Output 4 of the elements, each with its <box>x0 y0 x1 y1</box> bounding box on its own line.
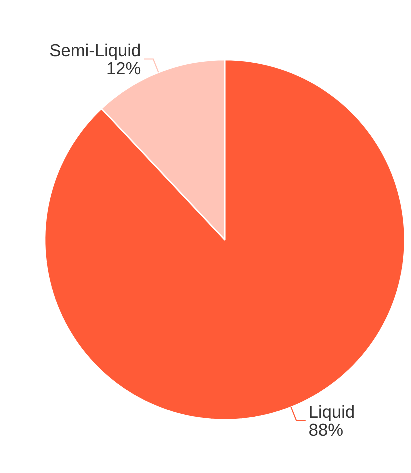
data-label: 12% <box>108 62 141 75</box>
slice-label: Liquid <box>310 405 354 422</box>
data-label: 88% <box>310 424 343 436</box>
slice-label: Semi-Liquid <box>50 44 140 60</box>
